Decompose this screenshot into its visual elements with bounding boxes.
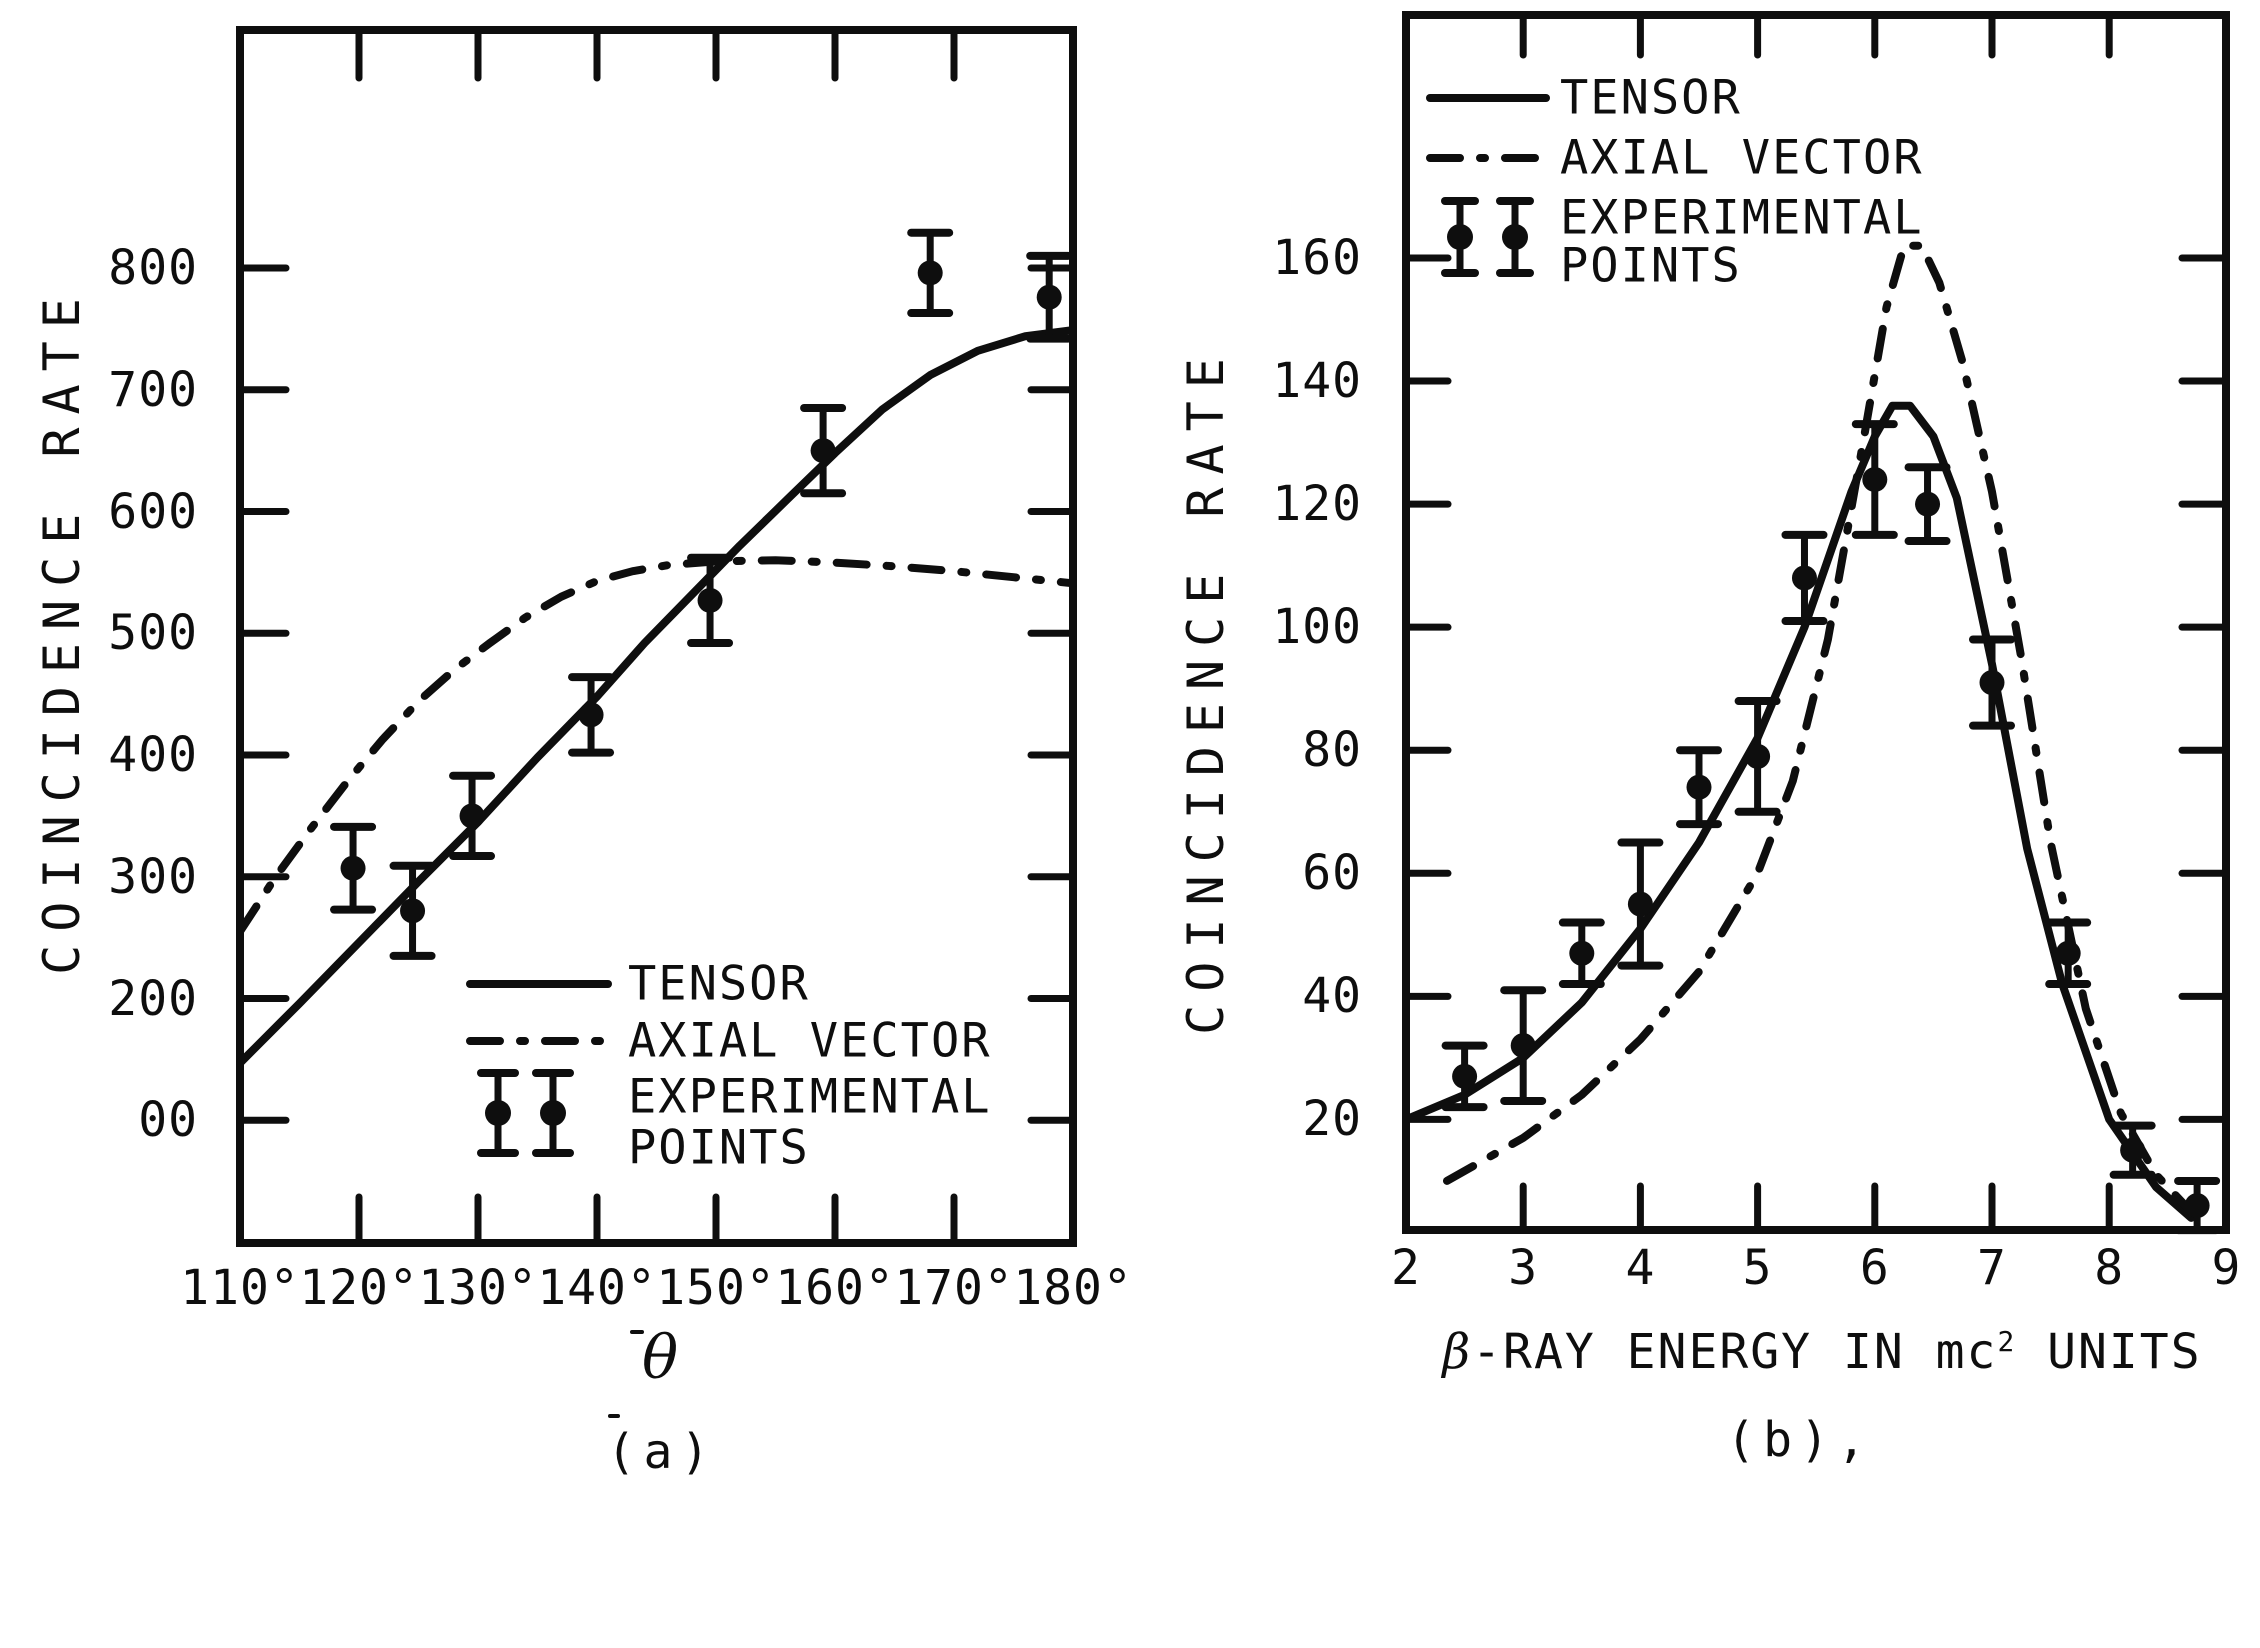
y-tick-label-a-600: 600 [108, 483, 198, 540]
data-point-b [1791, 565, 1817, 591]
data-point-a [810, 438, 836, 464]
y-tick-label-b-160: 160 [1272, 230, 1362, 286]
x-tick-label-a-110: 110° [180, 1260, 300, 1316]
legend-b-label-tensor: TENSOR [1560, 70, 1742, 126]
data-point-a [697, 587, 723, 613]
mc-squared-superscript: 2 [1997, 1325, 2017, 1358]
x-tick-label-b-3: 3 [1508, 1240, 1539, 1296]
data-point-b [1627, 891, 1653, 917]
y-tick-label-a-500: 500 [108, 605, 198, 662]
y-tick-label-b-80: 80 [1302, 722, 1362, 779]
data-point-b [1862, 467, 1888, 493]
y-tick-label-b-40: 40 [1302, 968, 1362, 1025]
y-axis-label-a: COINCIDENCE RATE [33, 285, 91, 975]
data-point-b [1510, 1033, 1536, 1059]
y-tick-label-a-800: 800 [108, 240, 198, 296]
x-tick-label-a-120: 120° [299, 1260, 419, 1316]
data-point-b [1686, 774, 1712, 800]
y-tick-label-b-20: 20 [1302, 1091, 1362, 1148]
x-tick-label-b-6: 6 [1859, 1240, 1890, 1296]
legend-b-label-axial-vector: AXIAL VECTOR [1560, 130, 1924, 186]
x-tick-label-b-4: 4 [1625, 1240, 1656, 1296]
x-axis-label-b: β-RAY ENERGY IN mc2 UNITS [1442, 1324, 2201, 1380]
y-tick-label-b-120: 120 [1272, 476, 1362, 533]
y-tick-label-b-100: 100 [1272, 599, 1362, 656]
data-point-b [2184, 1193, 2210, 1219]
data-point-a [340, 855, 366, 881]
y-axis-label-b: COINCIDENCE RATE [1177, 345, 1235, 1035]
curve-axial-vector-a [236, 556, 1077, 936]
y-tick-label-b-140: 140 [1272, 353, 1362, 410]
y-tick-label-a-700: 700 [108, 361, 198, 418]
x-tick-label-a-130: 130° [418, 1260, 538, 1316]
x-tick-label-b-5: 5 [1742, 1240, 1773, 1296]
legend-a-label-axial-vector: AXIAL VECTOR [628, 1013, 992, 1069]
curve-tensor-a [236, 326, 1077, 1067]
y-tick-label-a-200: 200 [108, 970, 198, 1027]
y-tick-label-a-100: 00 [138, 1092, 198, 1149]
data-point-b [2055, 940, 2081, 966]
x-tick-label-a-150: 150° [656, 1260, 776, 1316]
y-tick-label-b-60: 60 [1302, 845, 1362, 902]
legend-sample-point-b [1447, 224, 1473, 250]
x-axis-label-a-theta: θ [641, 1323, 679, 1393]
x-tick-label-b-8: 8 [2094, 1240, 2125, 1296]
data-point-a [1036, 284, 1062, 310]
legend-sample-point-b [1502, 224, 1528, 250]
caption-b: (b), [1726, 1412, 1874, 1468]
y-tick-label-a-300: 300 [108, 848, 198, 905]
x-tick-label-a-160: 160° [775, 1260, 895, 1316]
data-point-b [2120, 1137, 2146, 1163]
x-tick-label-b-7: 7 [1977, 1240, 2007, 1296]
x-axis-label-b-units: UNITS [2016, 1324, 2202, 1380]
scan-speck [630, 1330, 644, 1334]
y-tick-label-a-400: 400 [108, 727, 198, 783]
data-point-b [1452, 1063, 1478, 1089]
data-point-b [1915, 491, 1941, 517]
data-point-a [400, 898, 426, 924]
legend-b-label-experimental: EXPERIMENTAL [1560, 190, 1924, 246]
x-tick-label-a-170: 170° [894, 1260, 1014, 1316]
legend-a-label-points: POINTS [628, 1120, 810, 1176]
scan-speck [608, 1414, 620, 1418]
data-point-b [1979, 670, 2005, 696]
caption-a: (a) [606, 1424, 718, 1480]
data-point-a [917, 260, 943, 286]
legend-a-label-tensor: TENSOR [628, 956, 810, 1012]
data-point-b [1745, 743, 1771, 769]
x-tick-label-b-9: 9 [2211, 1240, 2242, 1296]
x-tick-label-a-140: 140° [537, 1260, 657, 1316]
x-axis-label-b-text: -RAY ENERGY IN mc [1472, 1324, 1998, 1380]
beta-symbol: β [1442, 1324, 1473, 1380]
x-tick-label-a-180: 180° [1013, 1260, 1133, 1316]
legend-sample-point-a [485, 1100, 511, 1126]
data-point-a [578, 702, 604, 728]
plot-frame-b [1402, 11, 2230, 1234]
legend-b-label-points: POINTS [1560, 238, 1742, 294]
curve-axial-vector-b [1443, 241, 2196, 1216]
legend-a-label-experimental: EXPERIMENTAL [628, 1069, 992, 1125]
data-point-b [1569, 940, 1595, 966]
x-tick-label-b-2: 2 [1391, 1240, 1421, 1296]
legend-sample-point-a [540, 1100, 566, 1126]
data-point-a [459, 803, 485, 829]
